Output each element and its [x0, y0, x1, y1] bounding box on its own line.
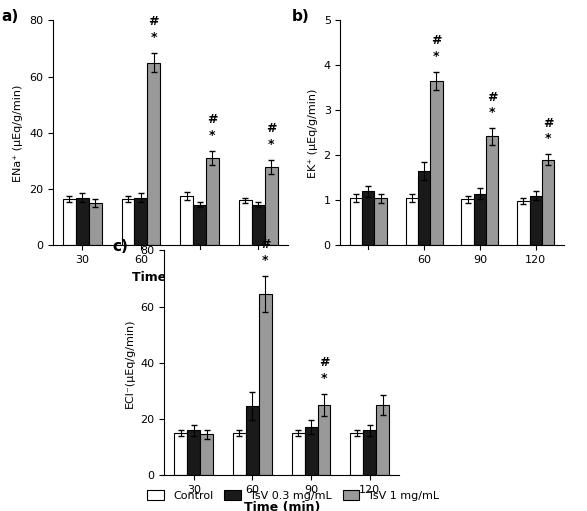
- Text: c): c): [113, 239, 129, 254]
- Y-axis label: ENa⁺ (μEq/g/min): ENa⁺ (μEq/g/min): [14, 84, 23, 181]
- Bar: [350, 198, 362, 245]
- Bar: [474, 194, 486, 245]
- Bar: [542, 160, 554, 245]
- Bar: [461, 199, 474, 245]
- Bar: [406, 198, 418, 245]
- Text: #: #: [149, 15, 159, 28]
- Text: #: #: [319, 356, 329, 369]
- Bar: [517, 201, 529, 245]
- Y-axis label: EK⁺ (μEq/g/min): EK⁺ (μEq/g/min): [308, 88, 318, 177]
- Legend: Control, TsV 0.3 mg/mL, TsV 1 mg/mL: Control, TsV 0.3 mg/mL, TsV 1 mg/mL: [143, 486, 444, 505]
- Bar: [486, 136, 498, 245]
- Text: #: #: [542, 117, 553, 130]
- Bar: [265, 167, 278, 245]
- Bar: [193, 204, 206, 245]
- Bar: [63, 199, 76, 245]
- Text: *: *: [209, 129, 216, 142]
- X-axis label: Time (min): Time (min): [132, 270, 208, 284]
- Bar: [376, 405, 389, 475]
- Text: *: *: [433, 50, 440, 63]
- Text: *: *: [545, 132, 551, 146]
- Bar: [206, 158, 219, 245]
- Bar: [89, 203, 102, 245]
- Text: a): a): [1, 9, 18, 24]
- Bar: [252, 204, 265, 245]
- Text: *: *: [262, 253, 269, 267]
- Bar: [147, 62, 160, 245]
- Text: #: #: [207, 113, 218, 126]
- Bar: [239, 200, 252, 245]
- Bar: [180, 196, 193, 245]
- Bar: [350, 433, 363, 475]
- Bar: [246, 406, 259, 475]
- Text: *: *: [268, 137, 275, 151]
- Bar: [418, 171, 430, 245]
- Bar: [187, 430, 200, 475]
- Text: *: *: [489, 106, 495, 120]
- X-axis label: Time (min): Time (min): [244, 500, 320, 511]
- Bar: [76, 197, 89, 245]
- Text: #: #: [260, 238, 271, 251]
- Text: b): b): [291, 9, 309, 24]
- Bar: [174, 433, 187, 475]
- Bar: [233, 433, 246, 475]
- Bar: [375, 198, 387, 245]
- Y-axis label: ECl⁻(μEq/g/min): ECl⁻(μEq/g/min): [125, 318, 135, 408]
- Text: #: #: [266, 122, 276, 135]
- Bar: [292, 433, 305, 475]
- Bar: [122, 199, 134, 245]
- Bar: [134, 197, 147, 245]
- Bar: [200, 434, 213, 475]
- Text: *: *: [321, 371, 328, 385]
- Bar: [529, 196, 542, 245]
- Bar: [305, 427, 318, 475]
- Bar: [363, 430, 376, 475]
- Bar: [259, 294, 272, 475]
- Bar: [362, 191, 375, 245]
- Text: *: *: [150, 31, 157, 44]
- Text: #: #: [431, 34, 441, 48]
- Text: #: #: [487, 90, 497, 104]
- Bar: [430, 81, 443, 245]
- Bar: [318, 405, 330, 475]
